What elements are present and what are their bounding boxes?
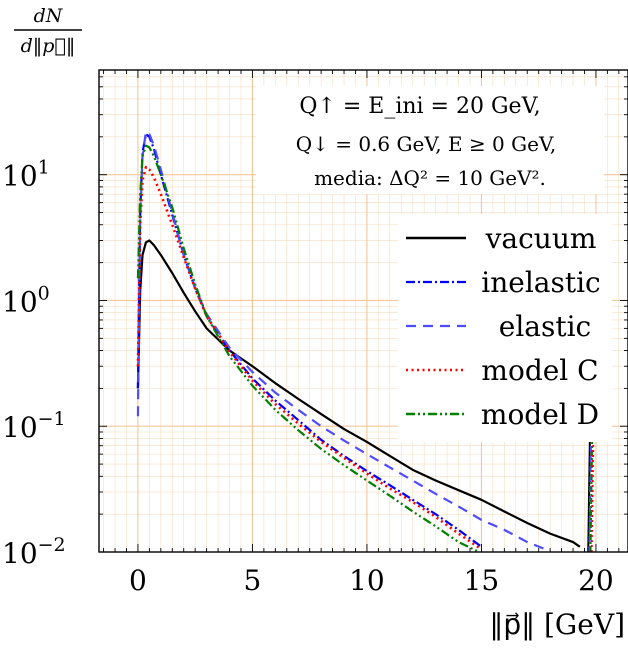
legend-label-model-c: model C [481,354,598,387]
legend-entry-model-d: model D [406,398,599,431]
annotation: Q↑ = E_ini = 20 GeV, Q↓ = 0.6 GeV, E ≥ 0… [256,86,604,194]
series-layer [136,130,595,552]
x-tick-labels: 0 5 10 15 20 [129,564,614,597]
legend-entry-elastic: elastic [406,310,591,343]
annotation-line-1: Q↑ = E_ini = 20 GeV, [299,94,540,119]
y-tick-label-exponent: 1 [38,157,50,179]
legend: vacuum inelastic elastic model C model D [398,214,612,442]
legend-label-elastic: elastic [499,310,591,343]
y-tick-label-exponent: 0 [38,282,50,304]
x-tick-label: 15 [464,564,500,597]
y-tick-label-base: 10 [2,537,38,570]
plot-frame [98,69,628,553]
x-axis-label: ‖p⃗‖ [GeV] [489,608,625,641]
legend-label-model-d: model D [481,398,599,431]
x-tick-label: 20 [578,564,614,597]
x-tick-label: 0 [129,564,147,597]
y-tick-label: 10−1 [2,408,66,444]
legend-label-vacuum: vacuum [485,222,597,255]
y-axis-label-numerator: dN [34,5,64,27]
legend-entry-vacuum: vacuum [406,222,596,255]
legend-background [398,214,612,442]
y-tick-label-exponent: −2 [38,534,66,556]
y-tick-label-exponent: −1 [38,408,66,430]
y-tick-label: 10−2 [2,534,66,570]
annotation-line-2: Q↓ = 0.6 GeV, E ≥ 0 GeV, [296,132,557,156]
y-tick-label: 101 [2,157,50,193]
legend-label-inelastic: inelastic [481,266,600,299]
legend-entry-model-c: model C [406,354,599,387]
ticks-layer [99,70,628,553]
y-tick-label-base: 10 [2,285,38,318]
x-tick-label: 5 [244,564,262,597]
x-tick-label: 10 [349,564,385,597]
legend-entry-inelastic: inelastic [406,266,601,299]
series-line-elastic [136,130,546,551]
grid-minor [99,70,628,552]
annotation-background [256,86,604,194]
annotation-line-3: media: ΔQ² = 10 GeV². [314,166,546,190]
y-tick-label: 100 [2,282,50,318]
y-tick-label-base: 10 [2,160,38,193]
y-axis-label-denominator: d‖p⃗‖ [21,35,76,57]
y-axis-label: dN d‖p⃗‖ [14,5,82,57]
series-line-model-d [136,144,478,552]
y-tick-label-base: 10 [2,411,38,444]
series-line-vacuum [136,239,581,548]
